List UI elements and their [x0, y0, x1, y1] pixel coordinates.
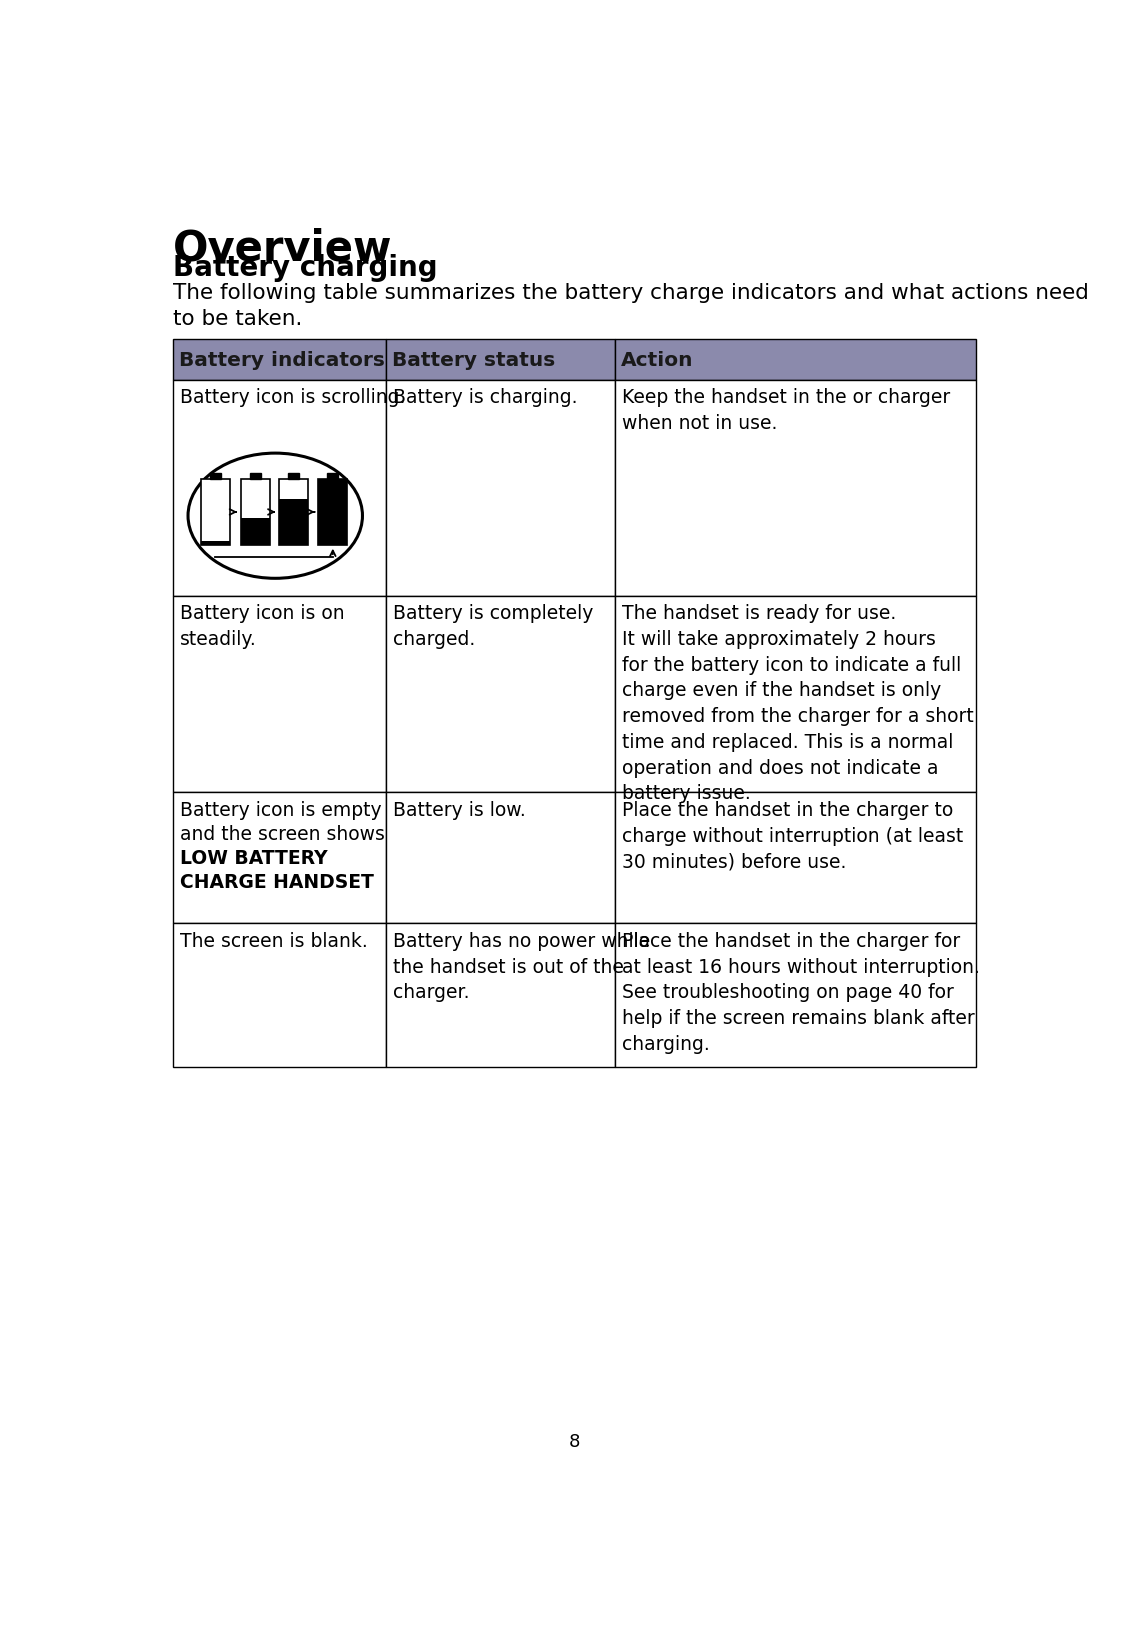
Text: Battery has no power while
the handset is out of the
charger.: Battery has no power while the handset i…: [392, 931, 650, 1002]
Text: Battery is charging.: Battery is charging.: [392, 387, 577, 407]
Bar: [173, 381, 386, 597]
Bar: [201, 542, 230, 545]
Bar: [614, 339, 976, 381]
Bar: [279, 499, 308, 545]
Bar: [614, 793, 976, 923]
Text: 8: 8: [568, 1432, 581, 1450]
Text: Keep the handset in the or charger
when not in use.: Keep the handset in the or charger when …: [622, 387, 949, 433]
Text: The following table summarizes the battery charge indicators and what actions ne: The following table summarizes the batte…: [173, 283, 1088, 330]
Text: Battery is completely
charged.: Battery is completely charged.: [392, 603, 593, 649]
Text: CHARGE HANDSET: CHARGE HANDSET: [180, 873, 374, 892]
Bar: [614, 923, 976, 1066]
Bar: [386, 597, 614, 793]
Text: LOW BATTERY: LOW BATTERY: [180, 849, 327, 868]
Text: and the screen shows: and the screen shows: [180, 824, 385, 844]
Bar: [241, 480, 270, 545]
Text: Battery icon is scrolling.: Battery icon is scrolling.: [180, 387, 406, 407]
Text: Battery icon is empty: Battery icon is empty: [180, 801, 382, 819]
Text: Battery is low.: Battery is low.: [392, 801, 526, 819]
Bar: [386, 381, 614, 597]
Bar: [210, 473, 221, 480]
Text: Place the handset in the charger for
at least 16 hours without interruption.
See: Place the handset in the charger for at …: [622, 931, 980, 1053]
Bar: [386, 339, 614, 381]
Bar: [279, 480, 308, 545]
Text: Battery icon is on
steadily.: Battery icon is on steadily.: [180, 603, 345, 649]
Bar: [318, 480, 348, 545]
Bar: [173, 597, 386, 793]
Bar: [173, 923, 386, 1066]
Text: Battery charging: Battery charging: [173, 254, 438, 282]
Bar: [614, 381, 976, 597]
Bar: [614, 597, 976, 793]
Text: Battery indicators: Battery indicators: [179, 351, 386, 369]
Text: Overview: Overview: [173, 227, 392, 269]
Bar: [327, 473, 339, 480]
Text: The screen is blank.: The screen is blank.: [180, 931, 368, 951]
Text: Place the handset in the charger to
charge without interruption (at least
30 min: Place the handset in the charger to char…: [622, 801, 963, 872]
Bar: [288, 473, 299, 480]
Bar: [250, 473, 261, 480]
Bar: [241, 519, 270, 545]
Bar: [318, 480, 348, 545]
Bar: [201, 480, 230, 545]
Bar: [386, 923, 614, 1066]
Text: Battery status: Battery status: [392, 351, 555, 369]
Bar: [386, 793, 614, 923]
Bar: [173, 339, 386, 381]
Bar: [173, 793, 386, 923]
Text: Action: Action: [621, 351, 693, 369]
Text: The handset is ready for use.
It will take approximately 2 hours
for the battery: The handset is ready for use. It will ta…: [622, 603, 973, 803]
